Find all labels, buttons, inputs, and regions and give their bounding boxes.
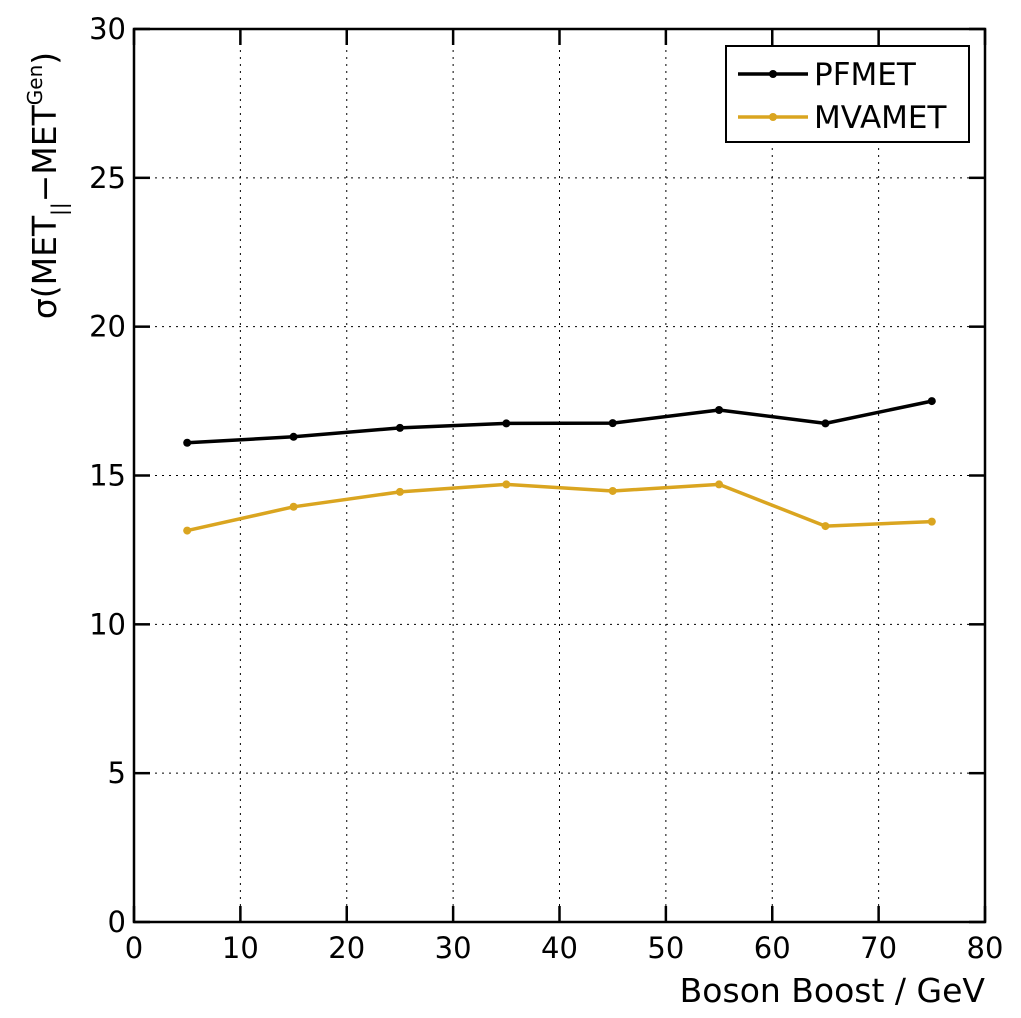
- data-point-pfmet: [608, 419, 617, 428]
- x-tick-label: 70: [860, 931, 897, 965]
- x-tick-label: 0: [125, 931, 143, 965]
- x-tick-label: 80: [967, 931, 1004, 965]
- data-point-pfmet: [395, 423, 404, 432]
- x-axis-label: Boson Boost / GeV: [680, 971, 986, 1010]
- y-axis-label-superscript: Gen: [23, 65, 47, 105]
- legend-label-pfmet: PFMET: [814, 57, 917, 93]
- legend-item-mvamet: MVAMET: [738, 100, 948, 136]
- legend: PFMET MVAMET: [725, 45, 970, 143]
- y-axis-label-middle: −MET: [25, 104, 64, 202]
- y-axis-label-suffix: ): [25, 52, 64, 65]
- y-axis-label-prefix: σ(MET: [25, 215, 64, 319]
- data-point-mvamet: [395, 487, 404, 496]
- y-tick-label: 15: [89, 459, 126, 493]
- data-point-mvamet: [927, 517, 936, 526]
- data-point-mvamet: [183, 526, 192, 535]
- x-tick-label: 30: [435, 931, 472, 965]
- data-point-pfmet: [502, 419, 511, 428]
- series-pfmet: [183, 397, 936, 447]
- data-point-mvamet: [715, 480, 724, 489]
- data-point-mvamet: [289, 502, 298, 511]
- y-axis-label-subscript: ||: [47, 202, 71, 215]
- y-tick-label: 5: [108, 756, 126, 790]
- legend-item-pfmet: PFMET: [738, 57, 917, 93]
- data-point-pfmet: [183, 438, 192, 447]
- data-point-mvamet: [821, 522, 830, 531]
- series-layer: [183, 397, 936, 535]
- data-point-pfmet: [289, 432, 298, 441]
- legend-label-mvamet: MVAMET: [814, 100, 948, 136]
- data-point-pfmet: [821, 419, 830, 428]
- axis-ticks: [132, 27, 987, 924]
- x-tick-label: 20: [328, 931, 365, 965]
- legend-marker-pfmet: [769, 70, 777, 78]
- x-tick-label: 50: [647, 931, 684, 965]
- y-tick-label: 30: [89, 12, 126, 46]
- legend-marker-mvamet: [769, 113, 777, 121]
- data-point-pfmet: [927, 397, 936, 406]
- x-tick-label: 40: [541, 931, 578, 965]
- y-tick-label: 25: [89, 161, 126, 195]
- legend-box: [725, 45, 970, 143]
- series-mvamet: [183, 480, 936, 535]
- series-line-mvamet: [186, 482, 932, 533]
- data-point-mvamet: [608, 486, 617, 495]
- y-tick-label: 10: [89, 607, 126, 641]
- axis-tick-labels: 0 10 20 30 40 50 60 70 80 0 5 10 15 20 25 30: [89, 12, 1003, 965]
- y-tick-label: 20: [89, 310, 126, 344]
- series-line-pfmet: [187, 399, 933, 445]
- data-point-mvamet: [502, 480, 511, 489]
- y-tick-label: 0: [108, 905, 126, 939]
- data-point-pfmet: [715, 406, 724, 415]
- y-axis-label: σ(MET||−METGen): [23, 52, 71, 319]
- grid-lines: [134, 29, 985, 922]
- x-tick-label: 60: [754, 931, 791, 965]
- x-tick-label: 10: [222, 931, 259, 965]
